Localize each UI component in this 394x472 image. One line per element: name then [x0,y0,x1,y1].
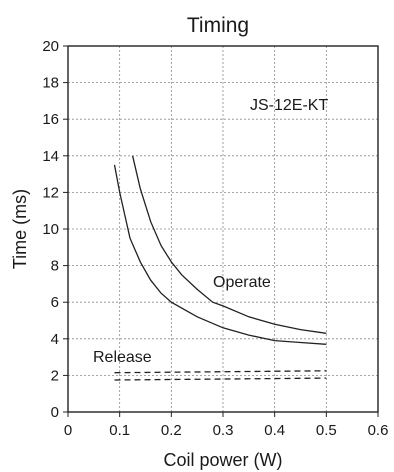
series-layer [113,155,327,381]
y-axis-title: Time (ms) [10,189,30,269]
release-annotation: Release [93,349,152,366]
y-tick-label: 2 [51,367,59,384]
x-tick-label: 0.5 [316,422,337,439]
y-tick-label: 4 [51,331,59,348]
chart-title: Timing [187,14,249,37]
y-axis-ticks: 0 2 4 6 8 10 12 14 16 18 20 [42,38,68,421]
model-annotation: JS-12E-KT [250,97,328,114]
x-tick-label: 0.1 [109,422,130,439]
operate-annotation: Operate [213,274,271,291]
x-axis-title: Coil power (W) [163,450,282,470]
y-tick-label: 10 [42,221,59,238]
x-tick-label: 0.4 [264,422,285,439]
x-tick-label: 0 [64,422,72,439]
y-tick-label: 14 [42,148,59,165]
y-tick-label: 20 [42,38,59,55]
y-tick-label: 6 [51,294,59,311]
x-tick-label: 0.2 [161,422,182,439]
y-tick-label: 0 [51,404,59,421]
y-tick-label: 18 [42,75,59,92]
y-tick-label: 8 [51,258,59,275]
grid [68,46,378,412]
release-curve [114,370,327,374]
operate-curve [113,164,327,345]
y-tick-label: 12 [42,184,59,201]
x-axis-ticks: 0 0.1 0.2 0.3 0.4 0.5 0.6 [64,412,389,439]
release-curve [114,377,327,381]
operate-curve [131,155,327,334]
x-tick-label: 0.3 [213,422,234,439]
x-tick-label: 0.6 [368,422,389,439]
y-tick-label: 16 [42,111,59,128]
